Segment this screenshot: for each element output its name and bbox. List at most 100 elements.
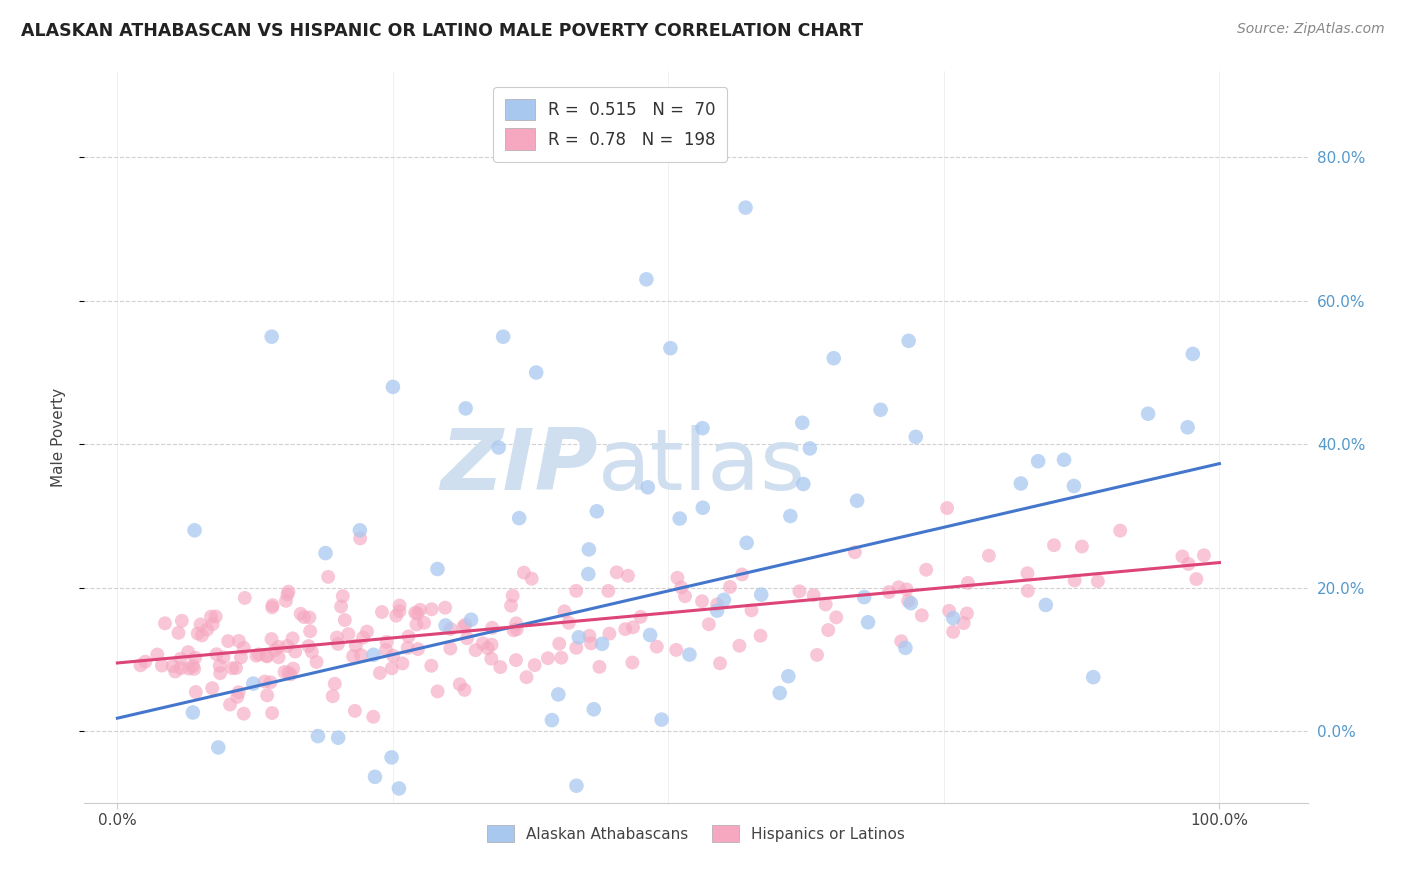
Point [307, 729, 329, 743]
Point [254, 648, 277, 663]
Point [228, 634, 250, 648]
Point [690, 594, 713, 608]
Point [817, 623, 839, 637]
Point [659, 341, 682, 355]
Point [735, 536, 758, 550]
Point [713, 592, 735, 607]
Text: atlas: atlas [598, 425, 806, 508]
Point [332, 589, 354, 603]
Point [956, 575, 979, 590]
Point [333, 613, 356, 627]
Point [413, 615, 436, 630]
Point [406, 642, 429, 657]
Point [253, 674, 276, 689]
Point [264, 643, 287, 657]
Point [439, 641, 461, 656]
Point [409, 603, 432, 617]
Point [451, 620, 474, 634]
Point [1083, 670, 1105, 684]
Point [292, 610, 315, 624]
Point [247, 648, 270, 662]
Point [585, 504, 607, 518]
Point [977, 549, 1000, 563]
Point [900, 596, 922, 610]
Point [273, 665, 295, 679]
Point [651, 713, 673, 727]
Point [195, 623, 218, 637]
Point [621, 656, 644, 670]
Point [499, 599, 522, 613]
Point [281, 662, 304, 676]
Point [558, 615, 581, 630]
Point [1181, 347, 1204, 361]
Point [904, 430, 927, 444]
Point [242, 676, 264, 690]
Point [856, 615, 879, 630]
Point [342, 649, 364, 664]
Point [281, 632, 304, 646]
Legend: Alaskan Athabascans, Hispanics or Latinos: Alaskan Athabascans, Hispanics or Latino… [479, 817, 912, 850]
Point [505, 653, 527, 667]
Point [375, 643, 398, 657]
Point [232, 640, 254, 655]
Point [537, 651, 560, 665]
Point [350, 648, 373, 662]
Y-axis label: Male Poverty: Male Poverty [51, 387, 66, 487]
Point [454, 617, 477, 632]
Point [150, 658, 173, 673]
Point [363, 648, 385, 662]
Point [245, 648, 267, 663]
Point [184, 685, 207, 699]
Point [200, 609, 222, 624]
Point [1192, 548, 1215, 562]
Point [617, 568, 640, 582]
Point [337, 627, 360, 641]
Point [381, 380, 404, 394]
Point [326, 637, 349, 651]
Point [260, 632, 283, 646]
Point [1087, 574, 1109, 589]
Point [267, 640, 290, 654]
Point [823, 351, 845, 366]
Point [606, 566, 628, 580]
Point [277, 584, 299, 599]
Point [846, 493, 869, 508]
Point [190, 617, 212, 632]
Point [170, 651, 193, 665]
Point [262, 598, 284, 612]
Point [806, 648, 828, 662]
Point [201, 681, 224, 695]
Point [368, 665, 391, 680]
Point [328, 731, 350, 745]
Point [277, 665, 299, 680]
Point [645, 640, 668, 654]
Point [204, 609, 226, 624]
Point [638, 628, 661, 642]
Point [1053, 452, 1076, 467]
Point [1185, 572, 1208, 586]
Point [1017, 583, 1039, 598]
Point [749, 588, 772, 602]
Point [1177, 420, 1199, 434]
Point [299, 624, 322, 639]
Point [460, 613, 482, 627]
Point [665, 643, 688, 657]
Point [170, 614, 193, 628]
Point [749, 629, 772, 643]
Point [565, 583, 588, 598]
Point [280, 667, 302, 681]
Point [183, 524, 205, 538]
Point [405, 617, 427, 632]
Point [637, 480, 659, 494]
Point [229, 650, 252, 665]
Point [550, 650, 572, 665]
Point [426, 562, 449, 576]
Point [209, 666, 232, 681]
Point [697, 617, 720, 632]
Point [1010, 476, 1032, 491]
Point [134, 655, 156, 669]
Point [260, 329, 283, 343]
Point [869, 402, 891, 417]
Text: ZIP: ZIP [440, 425, 598, 508]
Point [207, 740, 229, 755]
